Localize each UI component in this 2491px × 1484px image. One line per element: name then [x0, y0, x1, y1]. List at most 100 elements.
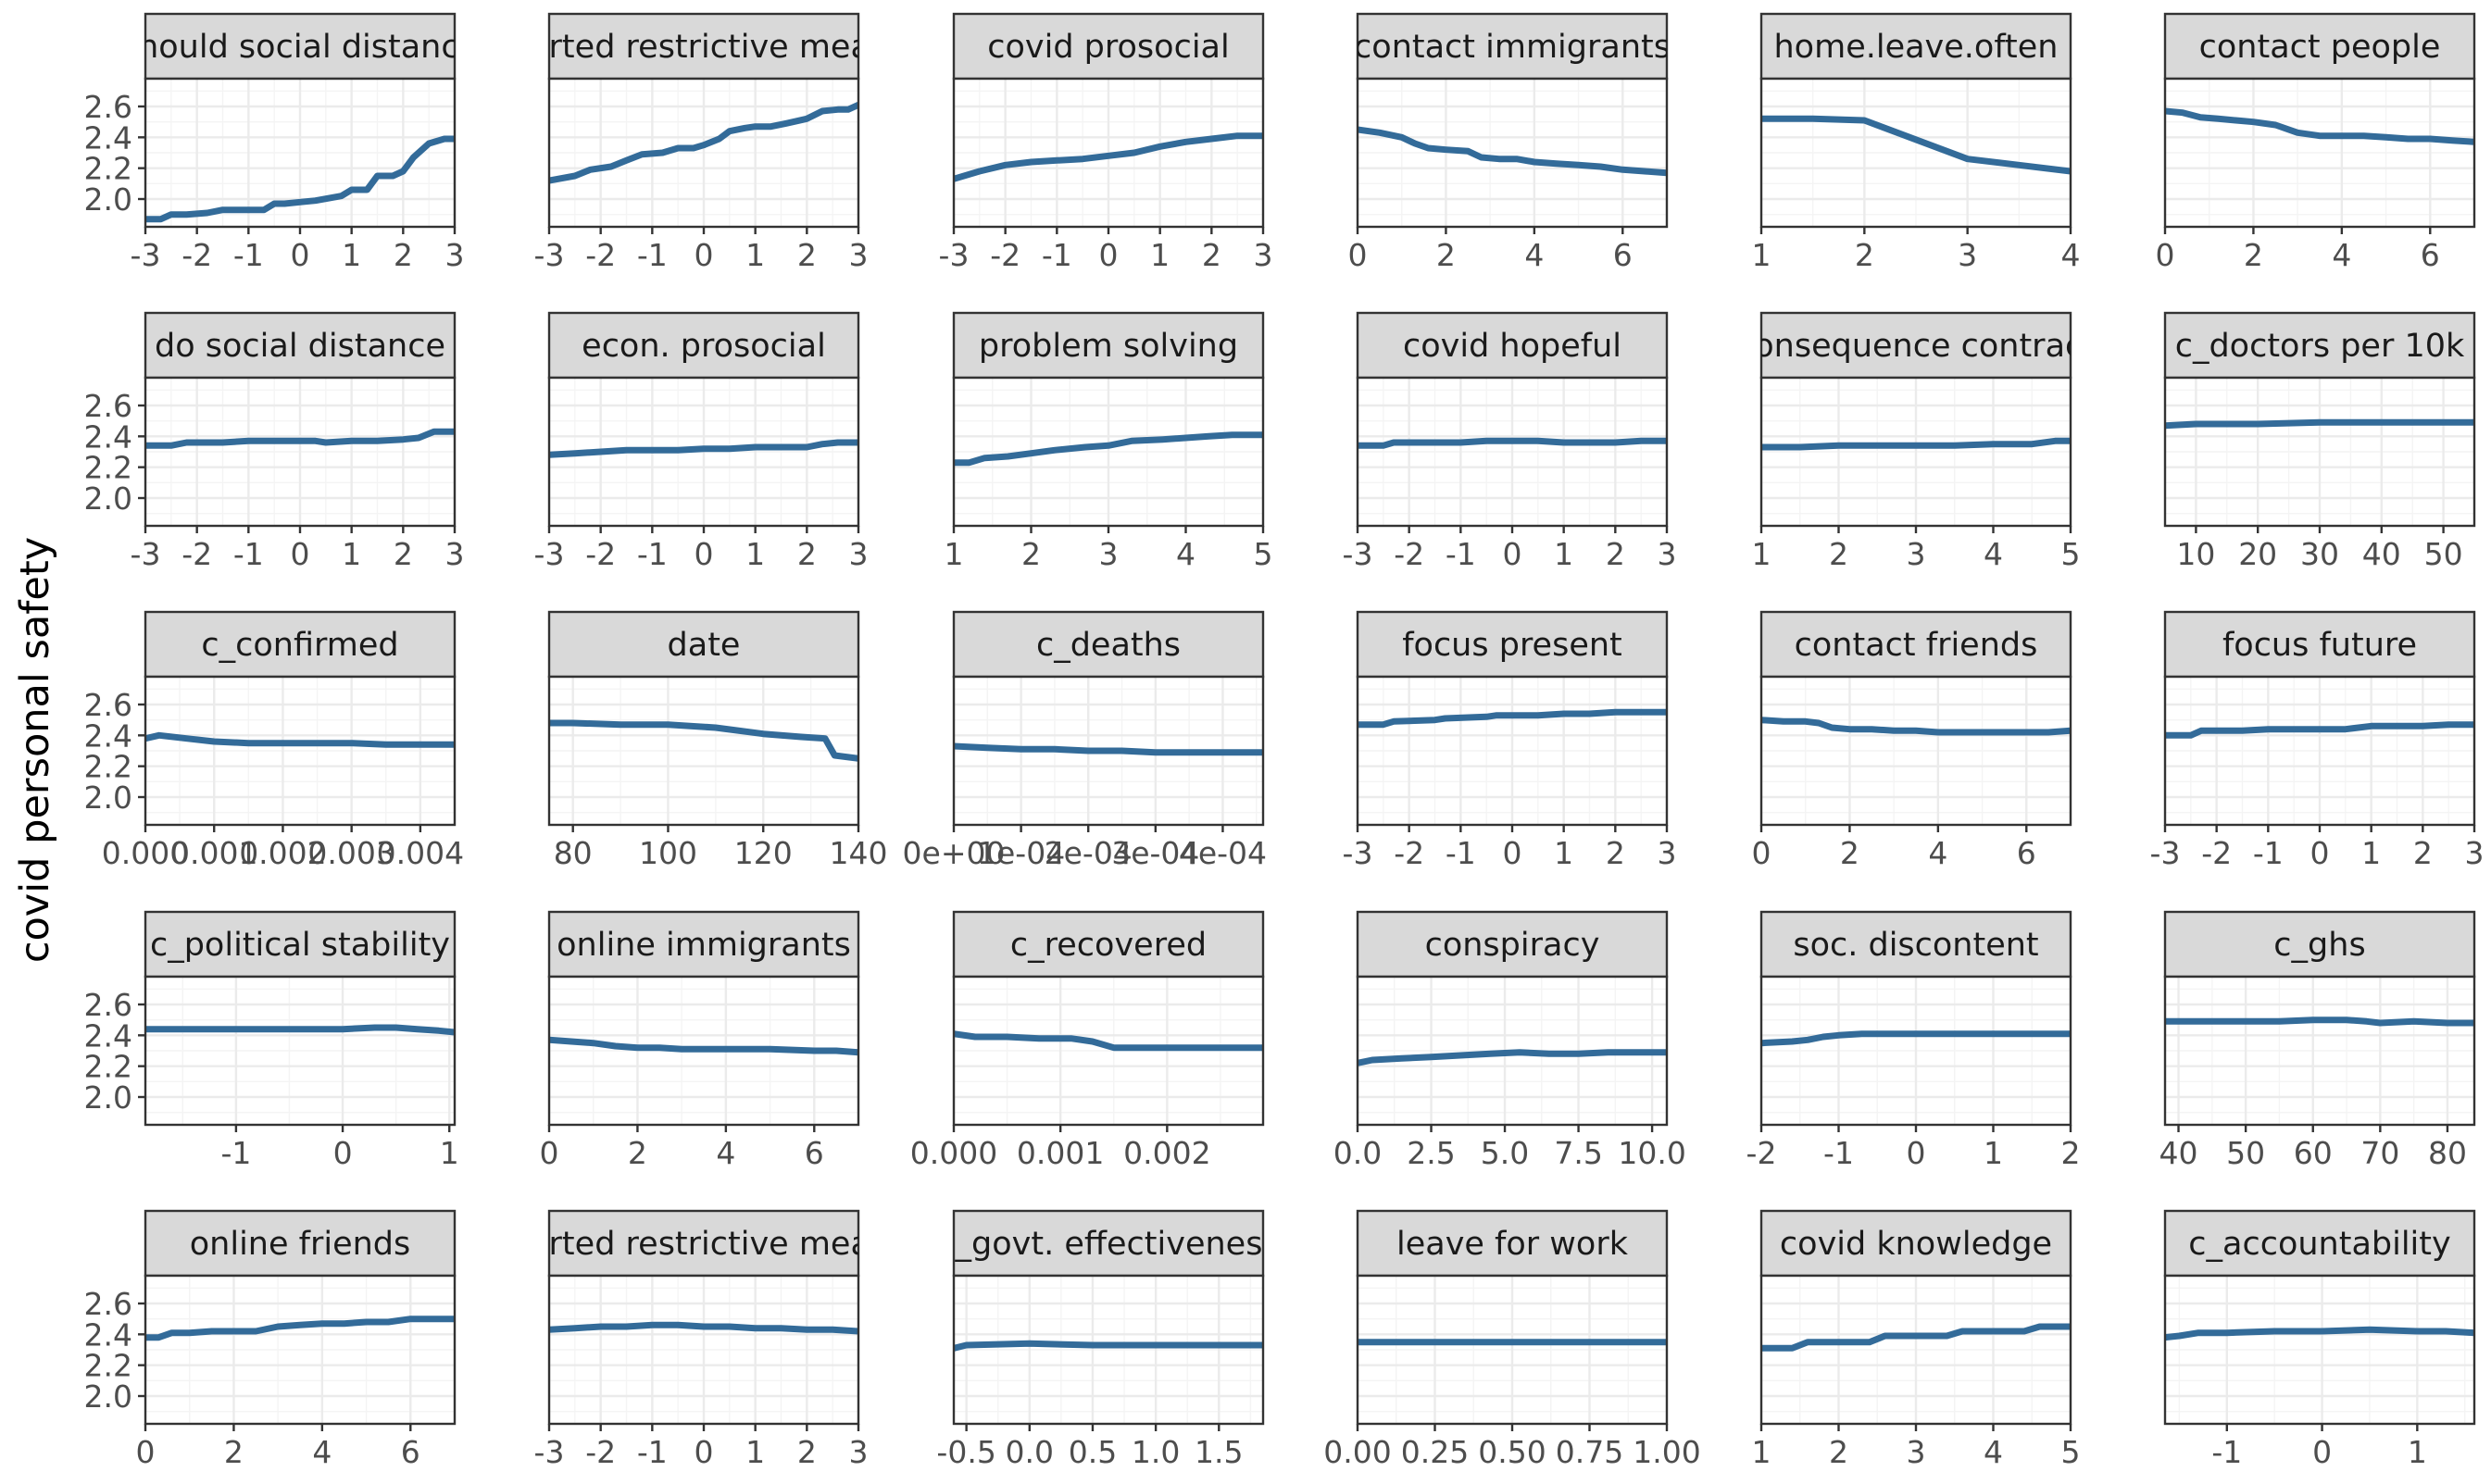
- x-tick-label: 2: [1606, 835, 1625, 871]
- facet-title: contact immigrants: [1354, 29, 1671, 66]
- facet-title: focus future: [2222, 627, 2417, 664]
- x-tick-label: 3: [445, 536, 465, 572]
- x-tick-label: 0.003: [307, 835, 394, 871]
- y-tick-label: 2.4: [84, 717, 132, 754]
- x-tick-label: -1: [220, 1135, 251, 1171]
- facet-title: do social distance: [155, 328, 445, 365]
- x-tick-label: 0.75: [1556, 1434, 1623, 1470]
- x-tick-label: 1.0: [1132, 1434, 1180, 1470]
- x-tick-label: 2.5: [1407, 1135, 1455, 1171]
- x-tick-label: 2: [628, 1135, 647, 1171]
- x-tick-label: -3: [534, 237, 565, 273]
- series-line: [1358, 1049, 1667, 1066]
- x-tick-label: 5: [2061, 1434, 2081, 1470]
- facet-strip: [547, 1209, 860, 1278]
- x-tick-label: 1: [440, 1135, 459, 1171]
- panel-border: [144, 675, 457, 827]
- facet-panel: contact immigrants 0 2 4 6: [1348, 12, 1671, 273]
- x-tick-label: 0.0: [1006, 1434, 1054, 1470]
- x-tick-label: 0.002: [1123, 1135, 1210, 1171]
- x-tick-label: 60: [2294, 1135, 2333, 1171]
- facet-panel: soc. discontent -2 -1 0 1 2: [1746, 910, 2081, 1171]
- y-tick-label: 2.4: [84, 1316, 132, 1353]
- series-line: [549, 1321, 858, 1335]
- x-tick-label: 5: [2061, 536, 2081, 572]
- x-tick-label: 4: [2061, 237, 2081, 273]
- series-line: [2165, 418, 2474, 430]
- facet-panel: contact people 0 2 4 6: [2156, 12, 2476, 273]
- facet-strip: [1356, 1209, 1669, 1278]
- x-tick-label: 5.0: [1481, 1135, 1529, 1171]
- x-tick-label: 100: [639, 835, 697, 871]
- series-line: [145, 731, 455, 748]
- series-line: [954, 1030, 1263, 1052]
- x-tick-label: -1: [1446, 536, 1476, 572]
- series-line: [1761, 115, 2071, 175]
- x-tick-label: 3: [1658, 536, 1677, 572]
- series-line: [2165, 1326, 2474, 1341]
- facet-panel: c_confirmed0.0000.0010.0020.0030.0042.02…: [84, 610, 464, 871]
- x-tick-label: 2: [1606, 536, 1625, 572]
- gridlines: [549, 378, 858, 526]
- x-tick-label: 50: [2226, 1135, 2265, 1171]
- x-tick-label: 4: [1524, 237, 1544, 273]
- facet-strip: [1759, 311, 2072, 380]
- panel-border: [1356, 77, 1669, 229]
- facet-panel: c_accountability -1 0 1: [2163, 1209, 2476, 1470]
- panels-grid: should social distance-3 -2 -1 0 1 2 32.02.22.…: [84, 12, 2485, 1470]
- series-line: [1761, 1323, 2071, 1352]
- x-tick-label: -1: [2211, 1434, 2242, 1470]
- facet-panel: conspiracy 0.0 2.5 5.0 7.5 10.0: [1333, 910, 1686, 1171]
- x-tick-label: 0: [2156, 237, 2175, 273]
- x-tick-label: 3: [1099, 536, 1119, 572]
- x-tick-label: -2: [585, 536, 616, 572]
- facet-title: consequence contract: [1736, 328, 2096, 365]
- y-tick-label: 2.0: [84, 480, 132, 517]
- gridlines: [145, 677, 455, 825]
- x-tick-label: 0: [1503, 536, 1522, 572]
- facet-strip: [1356, 610, 1669, 679]
- x-tick-label: 1e-04: [977, 835, 1065, 871]
- y-tick-label: 2.2: [84, 450, 132, 486]
- facet-title: c_deaths: [1036, 627, 1181, 664]
- gridlines: [1761, 977, 2071, 1125]
- x-tick-label: -1: [637, 237, 668, 273]
- series-line: [954, 132, 1263, 182]
- x-tick-label: 2: [394, 536, 413, 572]
- facet-title: date: [668, 627, 741, 664]
- x-tick-label: 1: [1554, 835, 1573, 871]
- facet-panel: supported restrictive measures -3 -2 -1 0 1 2 3: [534, 1209, 869, 1470]
- x-tick-label: 0.5: [1069, 1434, 1117, 1470]
- x-tick-label: 0: [695, 1434, 714, 1470]
- panel-border: [952, 975, 1265, 1127]
- x-tick-label: -2: [1746, 1135, 1777, 1171]
- y-tick-label: 2.0: [84, 1378, 132, 1415]
- y-tick-label: 2.4: [84, 1017, 132, 1054]
- x-tick-label: 70: [2360, 1135, 2399, 1171]
- panel-border: [144, 975, 457, 1127]
- x-tick-label: 2: [1840, 835, 1859, 871]
- x-tick-label: -2: [2201, 835, 2232, 871]
- series-line: [2165, 721, 2474, 739]
- x-tick-label: 3e-04: [1111, 835, 1199, 871]
- x-tick-label: -1: [233, 536, 264, 572]
- facet-panel: leave for work 0.00 0.25 0.50 0.75 1.00: [1323, 1209, 1701, 1470]
- x-tick-label: 1: [745, 536, 765, 572]
- series-line: [145, 1024, 455, 1036]
- x-tick-label: 1: [745, 1434, 765, 1470]
- x-tick-label: 50: [2424, 536, 2463, 572]
- x-tick-label: 0: [1099, 237, 1119, 273]
- x-tick-label: 4e-04: [1179, 835, 1267, 871]
- x-tick-label: -2: [585, 1434, 616, 1470]
- x-tick-label: 6: [805, 1135, 824, 1171]
- panel-border: [952, 1274, 1265, 1426]
- y-tick-label: 2.2: [84, 1049, 132, 1085]
- x-tick-label: -3: [534, 536, 565, 572]
- facet-strip: [144, 12, 457, 81]
- x-tick-label: 3: [849, 536, 869, 572]
- gridlines: [2165, 677, 2474, 825]
- facet-title: c_doctors per 10k: [2175, 328, 2465, 365]
- series-line: [954, 1340, 1263, 1352]
- x-tick-label: 10.0: [1618, 1135, 1685, 1171]
